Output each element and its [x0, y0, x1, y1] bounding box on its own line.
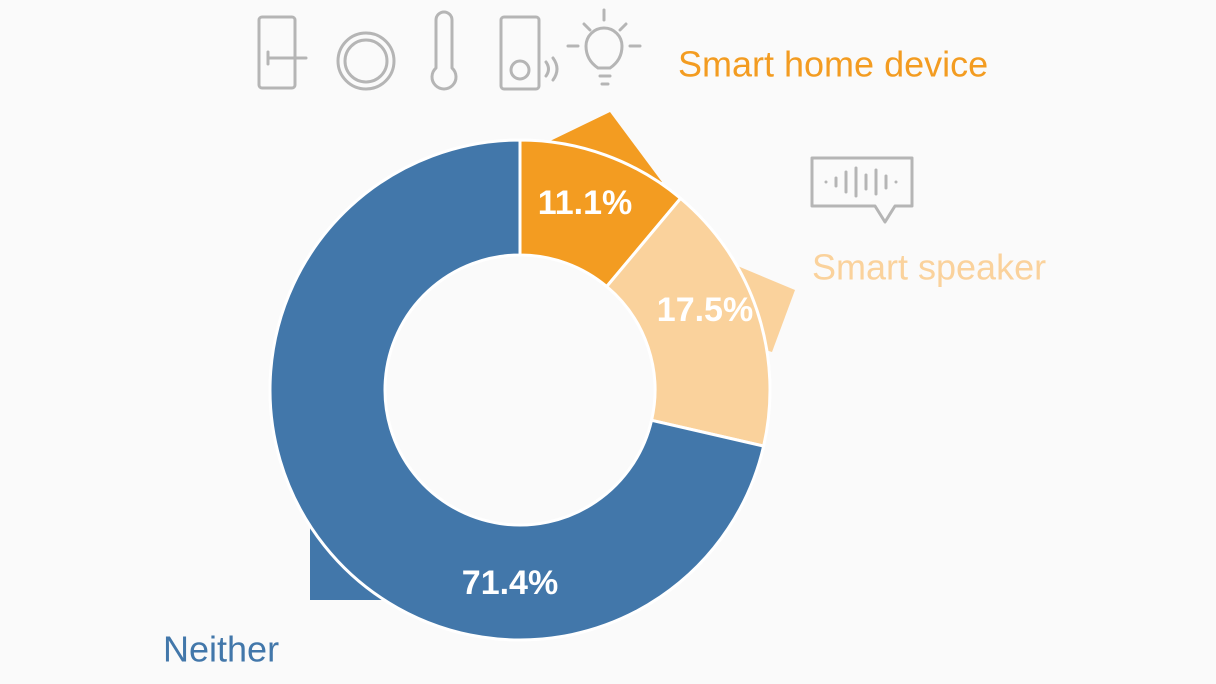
icon-thermometer	[430, 10, 458, 91]
icon-speaker	[810, 156, 914, 224]
icon-lock	[257, 15, 297, 90]
icon-robot	[336, 31, 396, 91]
icon-robot-inner	[343, 38, 389, 84]
value-label: 11.1%	[538, 184, 633, 222]
value-label: 17.5%	[657, 291, 753, 329]
value-label: 71.4%	[462, 564, 558, 602]
category-label: Smart home device	[678, 44, 988, 85]
slice	[604, 196, 772, 448]
icon-bulb	[566, 8, 642, 86]
icon-doorbell-button	[509, 59, 531, 81]
icon-speaker-wave	[824, 166, 898, 198]
icon-lock-handle	[266, 50, 308, 66]
icon-doorbell-waves	[544, 56, 559, 82]
donut: 11.1% 17.5% 71.4%	[268, 138, 772, 642]
slice	[268, 138, 766, 642]
category-label: Smart speaker	[812, 247, 1046, 288]
category-label: Neither	[163, 629, 279, 670]
device-icons	[257, 8, 914, 224]
icon-doorbell	[499, 15, 541, 91]
